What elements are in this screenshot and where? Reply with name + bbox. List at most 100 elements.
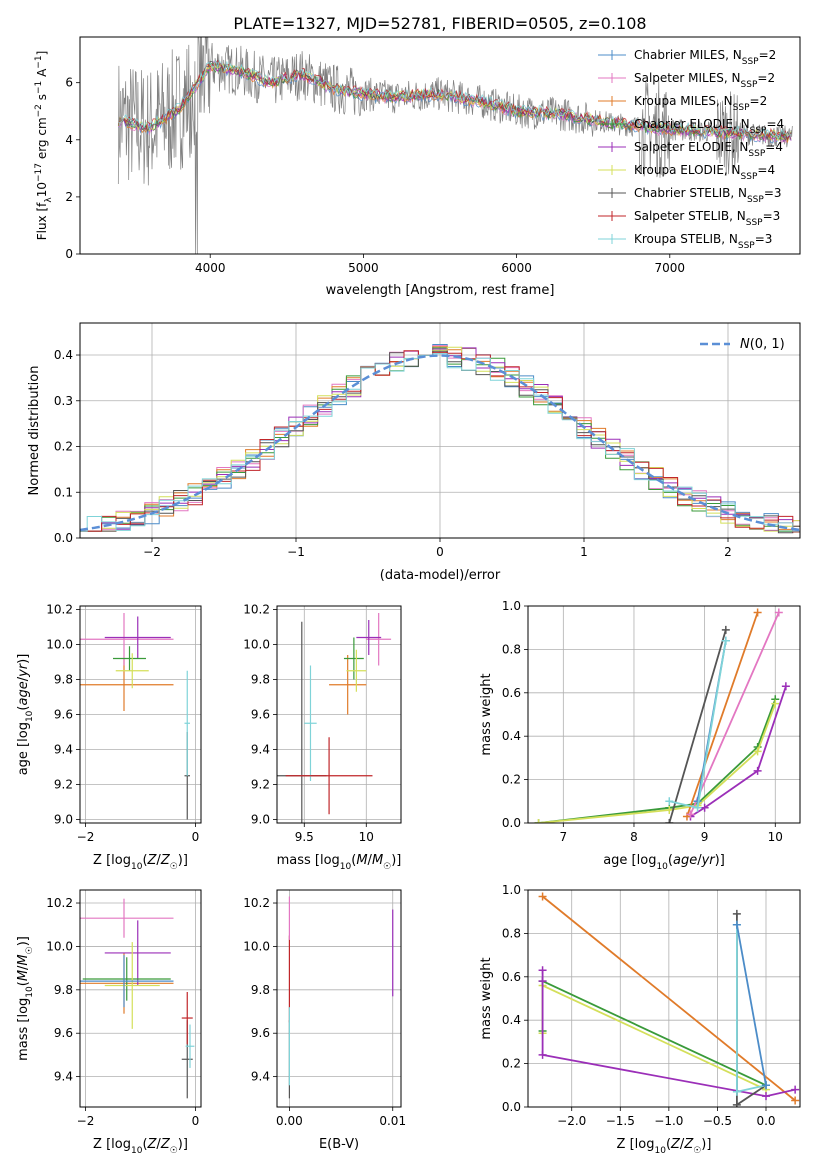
legend-entry-part: =4 (766, 117, 784, 131)
errorbar-point (304, 665, 317, 781)
weight-point-marker (774, 608, 783, 617)
axis-label-part: 10 (131, 1146, 143, 1156)
axis-label-part: / (156, 1137, 161, 1152)
model-spectrum-line (118, 59, 792, 140)
axis-label: mass [log10(M/M☉)] (16, 936, 35, 1061)
y-tick-label: 10.2 (243, 603, 270, 617)
axis-label-part: M (356, 853, 367, 868)
weight-point-marker (791, 1096, 800, 1105)
errorbar-point (80, 613, 174, 666)
legend-normal-symbol: N (740, 337, 750, 352)
weight-point-marker (762, 1081, 770, 1090)
y-tick-label: 9.8 (251, 983, 270, 997)
axis-label-part: 10 (25, 986, 35, 998)
residuals-ylabel: Normed distribution (27, 366, 42, 496)
axis-label-part: 10 (340, 862, 352, 872)
axis-label-part: age [log (603, 853, 656, 868)
ylabel-part: −2 (34, 104, 44, 117)
x-tick-label: −0.5 (703, 1114, 732, 1128)
legend-entry-part: =3 (755, 232, 773, 246)
panel-mass_vs_z: −2 09.49.69.810.010.2Z [log10(Z/Z☉)]mass … (16, 889, 202, 1156)
legend-entry: Kroupa ELODIE, NSSP=4 (634, 163, 775, 182)
errorbar-point (113, 646, 146, 671)
y-tick-label: 9.4 (251, 1070, 270, 1084)
weight-point-marker (753, 766, 762, 775)
axis-label-part: 10 (654, 1146, 666, 1156)
axis-label-part: )] (715, 853, 725, 868)
legend-entry-part: Salpeter MILES, N (634, 71, 741, 85)
axis-label-part: Z [log (93, 1137, 131, 1152)
legend-entry: Chabrier ELODIE, NSSP=4 (634, 117, 784, 136)
axis-label-part: ☉ (25, 946, 35, 954)
y-tick-label: 9.4 (54, 1070, 73, 1084)
y-tick-label: 9.4 (251, 743, 270, 757)
axis-label-part: 10 (25, 710, 35, 722)
y-tick-label: 0.2 (54, 440, 73, 454)
y-tick-label: 10.0 (243, 939, 270, 953)
legend-entry-part: SSP (748, 149, 765, 159)
errorbar-point (82, 957, 171, 1001)
ylabel-part: −1 (34, 55, 44, 68)
weight-point-marker (721, 636, 730, 645)
legend-entry-part: SSP (750, 126, 767, 136)
weight-point-marker (538, 977, 547, 986)
ylabel-part: ] (35, 51, 49, 56)
x-tick-label: 10 (359, 830, 374, 844)
y-tick-label: 0.4 (502, 729, 521, 743)
y-tick-label: 0.0 (502, 1100, 521, 1114)
axis-label-part: Z [log (93, 853, 131, 868)
axis-label: Z [log10(Z/Z☉)] (93, 1137, 188, 1156)
y-tick-label: 0.3 (54, 394, 73, 408)
axis-label-part: Z (670, 1137, 681, 1152)
y-tick-label: 6 (65, 76, 73, 90)
y-tick-label: 9.2 (251, 778, 270, 792)
weight-point-marker (693, 803, 702, 812)
axis-label-part: / (368, 853, 373, 868)
y-tick-label: 0.2 (502, 773, 521, 787)
y-tick-label: 0.2 (502, 1057, 521, 1071)
ylabel-part: Flux [f (35, 202, 49, 240)
legend-normal-args: (0, 1) (750, 337, 785, 352)
legend-entry-part: SSP (747, 195, 764, 205)
axis-label-part: M (16, 970, 31, 981)
y-tick-label: 0.0 (54, 531, 73, 545)
axis-label-part: )] (16, 654, 31, 664)
panel-age_vs_z: −2 09.09.29.49.69.810.010.2Z [log10(Z/Z☉)… (16, 603, 202, 872)
weight-point-marker (665, 805, 674, 814)
weight-ylabel: mass weight (479, 673, 494, 755)
axis-label-part: ☉ (693, 1146, 701, 1156)
errorbar-point (104, 942, 160, 1029)
panel-spectrum: 4000 5000 6000 7000 0 2 4 6 wavelength [Angstrom… (34, 36, 801, 298)
y-tick-label: 0.1 (54, 485, 73, 499)
y-tick-label: 0.6 (502, 970, 521, 984)
axis-label-part: ( (351, 853, 356, 868)
errorbar-point (356, 620, 382, 655)
y-tick-label: 1.0 (502, 599, 521, 613)
weight-point-marker (753, 608, 762, 617)
weight-point-marker (732, 1087, 741, 1096)
ylabel-part: −1 (34, 81, 44, 94)
model-spectrum-line (117, 60, 792, 143)
axis-label-part: M (16, 954, 31, 965)
legend-entry-part: SSP (733, 103, 750, 113)
ebv-xlabel: E(B-V) (319, 1137, 359, 1152)
axis-label-part: / (16, 965, 31, 970)
axis-label-part: Z [log (617, 1137, 655, 1152)
axes-frame (527, 605, 801, 824)
y-tick-label: 0.6 (502, 686, 521, 700)
axis-label: Z [log10(Z/Z☉)] (93, 853, 188, 872)
y-tick-label: 9.8 (251, 673, 270, 687)
legend-entry-part: SSP (741, 172, 758, 182)
y-tick-label: 9.0 (54, 813, 73, 827)
normal-curve (80, 354, 800, 532)
axis-label-part: 10 (131, 862, 143, 872)
weight-point-marker (538, 966, 547, 975)
legend-entry: Kroupa MILES, NSSP=2 (634, 94, 767, 113)
x-tick-label: 0.00 (276, 1114, 303, 1128)
axis-label-part: )] (391, 853, 401, 868)
weight-ylabel: mass weight (479, 957, 494, 1039)
weight-point-marker (721, 625, 730, 634)
axis-label-part: ( (16, 981, 31, 986)
